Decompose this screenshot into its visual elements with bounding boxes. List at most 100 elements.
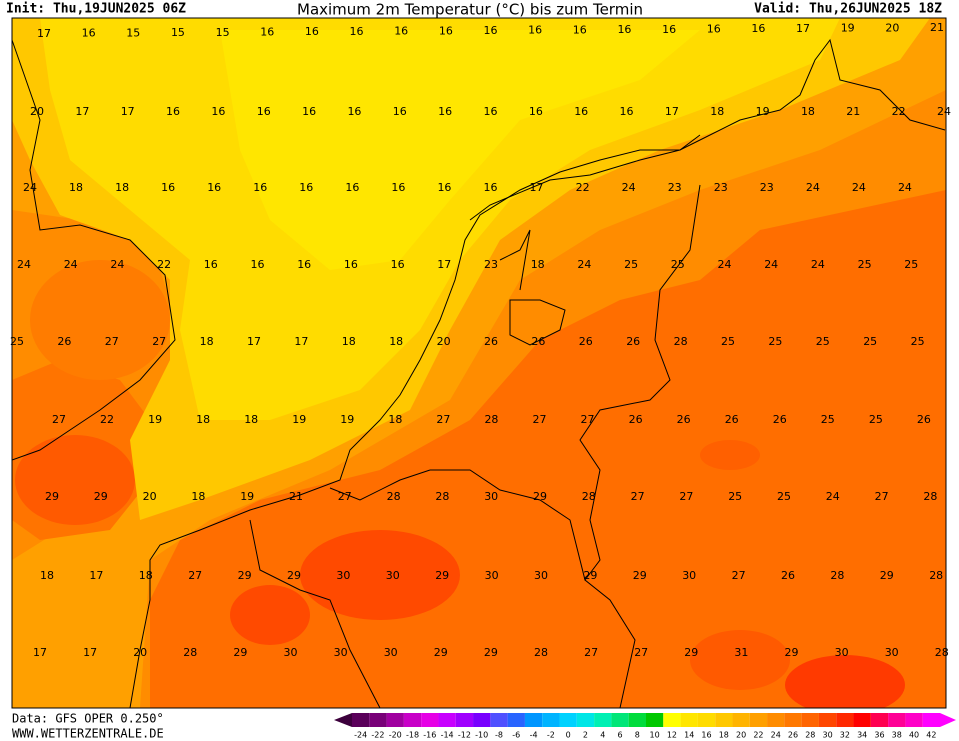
temperature-label: 16: [528, 24, 542, 37]
temperature-label: 21: [930, 21, 944, 34]
temperature-label: 27: [436, 413, 450, 426]
colorbar-tick-label: 16: [701, 731, 711, 740]
temperature-label: 16: [707, 23, 721, 36]
colorbar-tick-label: -2: [547, 731, 555, 740]
colorbar-tick-label: -22: [371, 731, 384, 740]
colorbar-box: [473, 713, 491, 727]
temperature-label: 27: [52, 413, 66, 426]
temperature-label: 24: [898, 181, 912, 194]
temperature-label: 30: [485, 569, 499, 582]
temperature-label: 28: [534, 646, 548, 659]
temperature-label: 18: [244, 413, 258, 426]
colorbar-box: [369, 713, 387, 727]
temperature-label: 30: [534, 569, 548, 582]
colorbar-tick-label: 28: [805, 731, 815, 740]
colorbar-box: [680, 713, 698, 727]
temperature-label: 28: [183, 646, 197, 659]
temperature-label: 18: [115, 181, 129, 194]
colorbar-tick-label: 40: [909, 731, 919, 740]
colorbar-tick-label: -12: [458, 731, 471, 740]
temperature-label: 16: [391, 258, 405, 271]
temperature-label: 25: [904, 258, 918, 271]
temperature-label: 18: [801, 105, 815, 118]
temperature-label: 15: [216, 26, 230, 39]
temperature-label: 16: [207, 181, 221, 194]
temperature-label: 26: [781, 569, 795, 582]
temperature-label: 16: [438, 105, 452, 118]
temperature-label: 16: [620, 105, 634, 118]
temperature-label: 20: [143, 490, 157, 503]
temperature-label: 16: [394, 25, 408, 38]
colorbar-box: [611, 713, 629, 727]
colorbar-tick-label: -18: [406, 731, 419, 740]
temperature-label: 24: [937, 105, 951, 118]
colorbar-tick-label: 2: [583, 731, 588, 740]
colorbar-arrow: [940, 713, 956, 727]
temperature-label: 15: [126, 26, 140, 39]
temperature-label: 16: [439, 24, 453, 37]
temperature-label: 28: [674, 335, 688, 348]
temperature-label: 24: [577, 258, 591, 271]
colorbar-box: [594, 713, 612, 727]
colorbar-box: [507, 713, 525, 727]
temperature-label: 17: [83, 646, 97, 659]
temperature-label: 17: [33, 646, 47, 659]
colorbar-box: [922, 713, 940, 727]
temperature-label: 16: [484, 24, 498, 37]
temperature-label: 27: [631, 490, 645, 503]
temperature-label: 18: [196, 413, 210, 426]
temperature-label: 29: [233, 646, 247, 659]
temperature-label: 18: [389, 335, 403, 348]
colorbar-tick-label: -4: [530, 731, 538, 740]
temperature-label: 16: [662, 23, 676, 36]
temperature-label: 30: [885, 646, 899, 659]
temperature-label: 19: [148, 413, 162, 426]
colorbar-tick-label: 32: [840, 731, 850, 740]
temperature-label: 16: [260, 26, 274, 39]
temperature-label: 29: [583, 569, 597, 582]
temperature-label: 28: [923, 490, 937, 503]
colorbar-tick-label: -14: [441, 731, 454, 740]
temperature-label: 16: [161, 181, 175, 194]
temperature-label: 27: [533, 413, 547, 426]
temperature-label: 29: [238, 569, 252, 582]
temperature-label: 25: [816, 335, 830, 348]
temperature-label: 22: [157, 258, 171, 271]
temperature-label: 30: [284, 646, 298, 659]
temperature-label: 17: [437, 258, 451, 271]
temperature-label: 26: [531, 335, 545, 348]
temperature-label: 16: [484, 105, 498, 118]
temperature-label: 26: [57, 335, 71, 348]
colorbar-tick-label: 4: [600, 731, 605, 740]
temperature-label: 20: [133, 646, 147, 659]
temperature-label: 18: [342, 335, 356, 348]
temperature-label: 30: [384, 646, 398, 659]
temperature-label: 25: [671, 258, 685, 271]
temperature-label: 20: [30, 105, 44, 118]
temperature-label: 17: [121, 105, 135, 118]
colorbar-box: [490, 713, 508, 727]
colorbar-box: [697, 713, 716, 727]
colorbar-box: [542, 713, 560, 727]
colorbar-box: [646, 713, 664, 727]
colorbar-box: [715, 713, 733, 727]
temperature-label: 23: [714, 181, 728, 194]
valid-time: Valid: Thu,26JUN2025 18Z: [754, 2, 942, 17]
temperature-label: 16: [305, 25, 319, 38]
colorbar-tick-label: -16: [423, 731, 436, 740]
temperature-label: 18: [710, 105, 724, 118]
temperature-label: 28: [582, 490, 596, 503]
colorbar-tick-label: -24: [354, 731, 367, 740]
colorbar-tick-label: 26: [788, 731, 798, 740]
temperature-label: 16: [302, 105, 316, 118]
temperature-label: 16: [574, 105, 588, 118]
temperature-label: 25: [863, 335, 877, 348]
temperature-label: 23: [484, 258, 498, 271]
temperature-label: 27: [679, 490, 693, 503]
temperature-label: 24: [718, 258, 732, 271]
temperature-label: 24: [852, 181, 866, 194]
colorbar-tick-label: 18: [719, 731, 729, 740]
temperature-label: 25: [777, 490, 791, 503]
temperature-label: 18: [69, 181, 83, 194]
